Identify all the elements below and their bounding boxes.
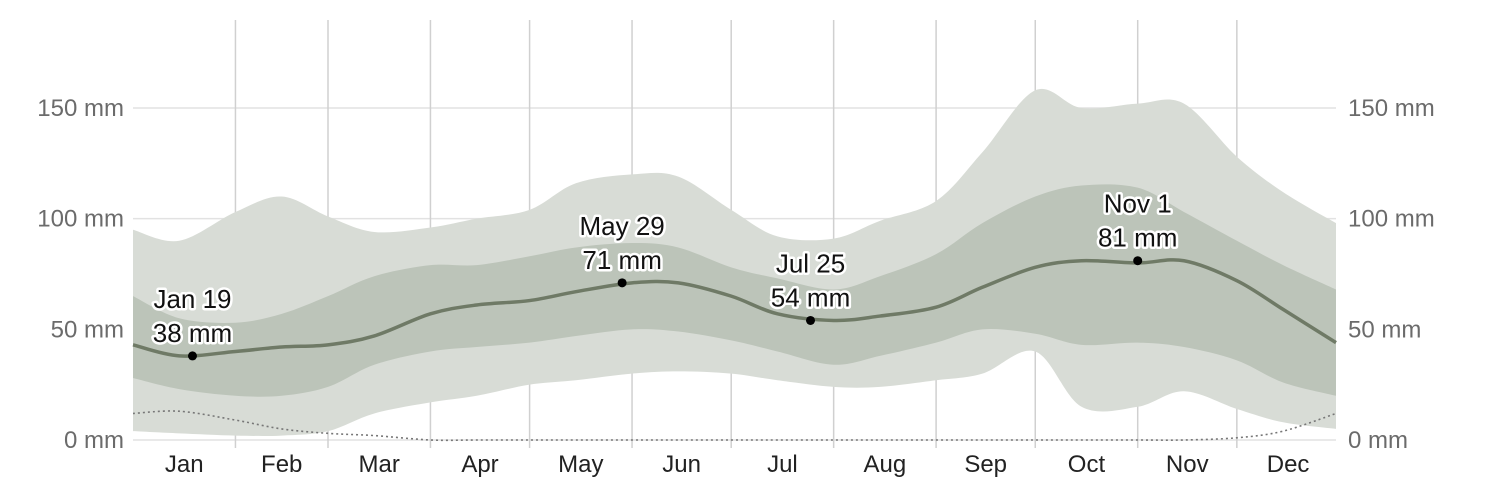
annotation-date: Nov 1 <box>1104 189 1172 219</box>
month-label: Jan <box>165 451 204 478</box>
y-tick-label-left: 100 mm <box>37 206 124 233</box>
y-tick-label-left: 150 mm <box>37 95 124 122</box>
annotation-point <box>806 315 816 325</box>
month-label: Dec <box>1267 451 1310 478</box>
month-label: Mar <box>359 451 400 478</box>
annotation-layer: Jan 19 38 mm May 29 71 mm Jul 25 54 mm Nov 1 81… <box>150 186 1180 361</box>
y-tick-label-right: 50 mm <box>1348 316 1421 343</box>
annotation-date: Jan 19 <box>153 284 231 314</box>
dotted-series-line <box>132 410 1337 442</box>
annotation-amount: 38 mm <box>153 318 232 348</box>
y-tick-label-right: 150 mm <box>1348 95 1435 122</box>
annotation-amount: 81 mm <box>1098 223 1177 253</box>
annotation-point <box>1133 256 1143 266</box>
annotation-amount: 71 mm <box>582 245 661 275</box>
month-label: Jun <box>662 451 701 478</box>
annotation-point <box>617 278 627 288</box>
month-label: Sep <box>964 451 1007 478</box>
month-label: Aug <box>864 451 907 478</box>
annotation-point <box>187 351 197 361</box>
axis-layer: 0 mm 0 mm 50 mm 50 mm 100 mm 100 mm 150 mm 150 … <box>37 95 1434 478</box>
month-label: Apr <box>461 451 498 478</box>
inner-percentile-band <box>133 184 1336 397</box>
annotation-date: May 29 <box>579 211 664 241</box>
y-tick-label-left: 50 mm <box>51 316 124 343</box>
annotation-amount: 54 mm <box>771 282 850 312</box>
y-tick-label-left: 0 mm <box>64 427 124 454</box>
y-tick-label-right: 100 mm <box>1348 206 1435 233</box>
y-tick-label-right: 0 mm <box>1348 427 1408 454</box>
month-label: Jul <box>767 451 798 478</box>
month-label: May <box>558 451 603 478</box>
band-layer <box>133 88 1336 436</box>
month-label: Nov <box>1166 451 1209 478</box>
month-label: Oct <box>1068 451 1106 478</box>
annotation-date: Jul 25 <box>776 248 845 278</box>
month-label: Feb <box>261 451 302 478</box>
